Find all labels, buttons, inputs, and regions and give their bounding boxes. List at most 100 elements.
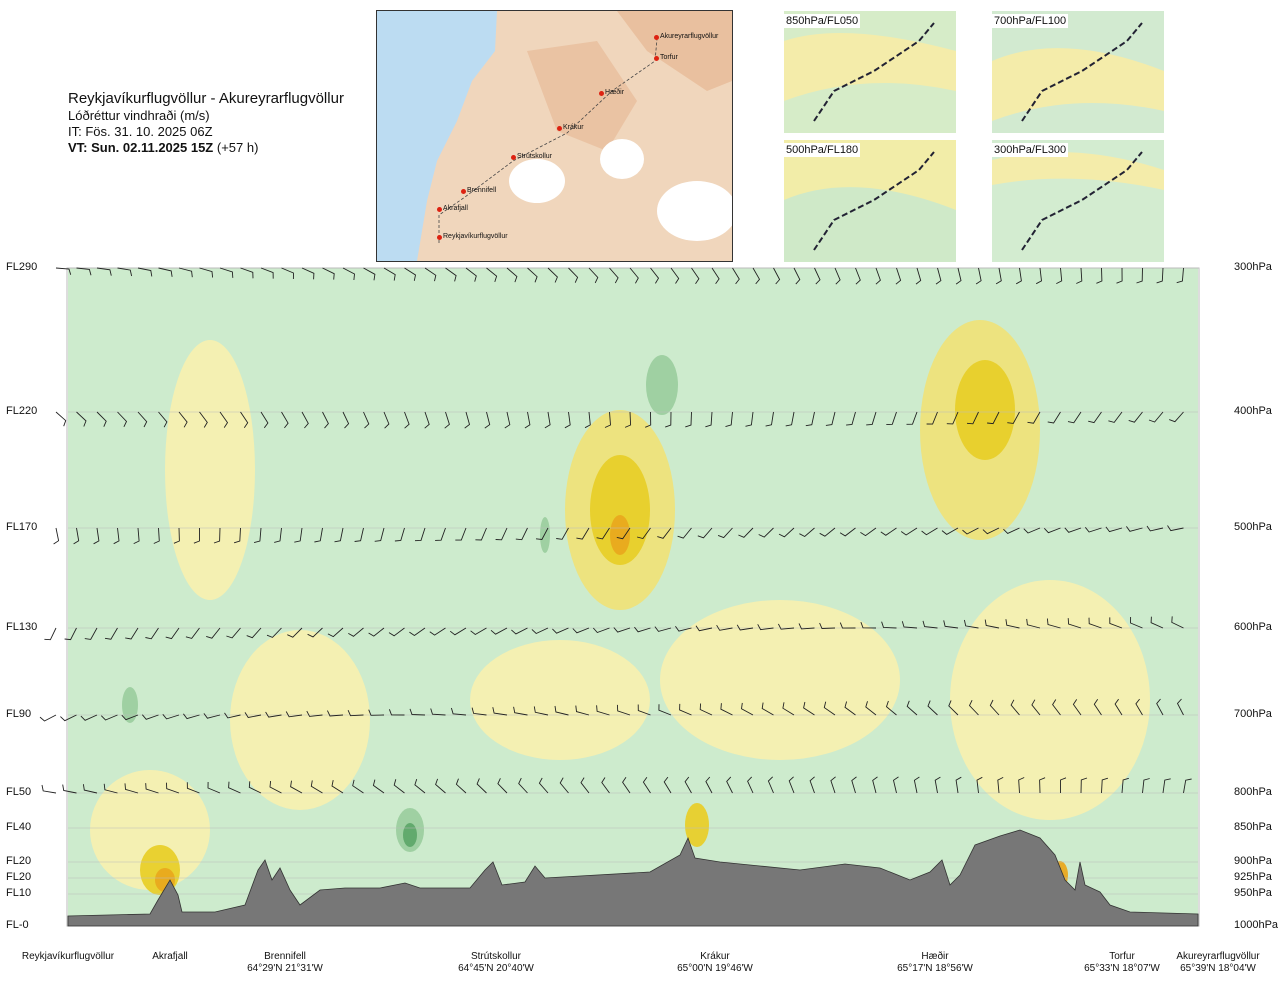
wind-barb [943, 620, 959, 629]
wind-barb [654, 626, 672, 632]
wind-barb [596, 705, 610, 716]
minimap-500-graphic [784, 140, 956, 262]
wind-barb [1007, 411, 1020, 424]
flight-level-label: FL90 [6, 708, 32, 720]
route-point-label: Akureyrarflugvöllur 65°39'N 18°04'W [1158, 951, 1278, 975]
wind-barb [39, 714, 57, 722]
wind-barb [253, 527, 262, 544]
wind-barb [657, 527, 672, 539]
wind-barb [535, 527, 549, 540]
wind-barb [260, 411, 269, 429]
wind-cell-0 [165, 340, 255, 600]
chart-subtitle: Lóðréttur vindhraði (m/s) [68, 108, 210, 123]
wind-barb [637, 704, 651, 716]
wind-barb [1128, 411, 1143, 423]
wind-barb [506, 267, 518, 283]
wind-barb [80, 714, 98, 721]
wind-cell-16 [646, 355, 678, 415]
route-point-label: Akrafjall [110, 951, 230, 963]
wind-barb [773, 267, 781, 285]
wind-barb [922, 620, 938, 629]
pressure-level-label: 300hPa [1234, 261, 1272, 273]
wind-barb [793, 267, 801, 285]
wind-barb [404, 411, 410, 429]
wind-barb [62, 784, 77, 794]
chart-title: Reykjavíkurflugvöllur - Akureyrarflugvöl… [68, 90, 344, 107]
wind-barb [383, 267, 396, 281]
wind-barb [449, 627, 467, 636]
wind-barb [613, 627, 631, 633]
wind-barb [475, 527, 487, 541]
minimap-850[interactable]: 850hPa/FL050 [784, 11, 956, 133]
wind-barb [173, 527, 180, 544]
route-point-coord: 65°39'N 18°04'W [1180, 963, 1256, 974]
wind-barb [1108, 411, 1123, 423]
flight-level-label: FL50 [6, 786, 32, 798]
wind-barb [240, 267, 254, 279]
wind-cell-15 [403, 823, 417, 847]
route-map-point-label: Akrafjall [443, 205, 468, 212]
wind-barb [246, 627, 262, 639]
wind-barb [934, 776, 941, 794]
wind-barb [219, 411, 229, 428]
wind-barb [814, 267, 821, 285]
wind-barb [1093, 699, 1102, 716]
wind-barb [224, 712, 241, 719]
wind-barb [1060, 777, 1067, 793]
wind-barb [819, 622, 836, 629]
wind-barb [846, 411, 856, 426]
wind-barbs [39, 267, 1192, 794]
route-map-point-label: Reykjavíkurflugvöllur [443, 233, 508, 240]
wind-cell-10 [950, 580, 1150, 820]
minimap-500[interactable]: 500hPa/FL180 [784, 140, 956, 262]
wind-barb [1135, 698, 1143, 716]
route-map-point-marker [654, 56, 659, 61]
wind-barb [504, 411, 511, 429]
wind-cell-1 [230, 630, 370, 810]
wind-barb [955, 776, 962, 794]
route-point-coord: 65°17'N 18°56'W [897, 963, 973, 974]
wind-barb [269, 780, 282, 794]
wind-barb [158, 411, 168, 428]
route-map-point-label: Akureyrarflugvöllur [660, 33, 719, 40]
wind-barb [497, 778, 508, 794]
wind-barb [1146, 525, 1164, 532]
wind-barb [393, 779, 405, 794]
wind-barb [717, 527, 733, 539]
wind-barb [580, 777, 590, 794]
wind-barb [166, 782, 180, 794]
route-point-label: Reykjavíkurflugvöllur [8, 951, 128, 963]
wind-barb [1047, 411, 1061, 424]
wind-barb [955, 267, 962, 285]
wind-barb [757, 624, 774, 631]
wind-barb [281, 267, 294, 280]
wind-barb [213, 527, 221, 544]
wind-barb [880, 527, 897, 536]
minimap-300[interactable]: 300hPa/FL300 [992, 140, 1164, 262]
route-map-point-marker [437, 235, 442, 240]
minimap-700[interactable]: 700hPa/FL100 [992, 11, 1164, 133]
route-point-name: Brennifell [264, 951, 306, 962]
wind-barb [1026, 618, 1041, 629]
wind-barb [301, 411, 309, 429]
flight-level-label: FL10 [6, 887, 32, 899]
wind-barb [839, 622, 856, 629]
wind-barb [96, 411, 107, 427]
wind-barb [435, 778, 446, 794]
flight-level-label: FL20 [6, 871, 32, 883]
wind-barb [752, 267, 761, 285]
wind-barb [435, 527, 446, 541]
pressure-level-label: 400hPa [1234, 405, 1272, 417]
wind-barb [1156, 267, 1164, 284]
wind-barb [1130, 616, 1143, 629]
wind-barb [117, 411, 128, 427]
wind-barb [470, 627, 487, 636]
wind-barb [307, 627, 323, 638]
wind-barb [604, 411, 611, 428]
route-point-name: Strútskollur [470, 951, 521, 962]
route-point-label: Krákur 65°00'N 19°46'W [655, 951, 775, 975]
minimap-300-graphic [992, 140, 1164, 262]
wind-barb [383, 411, 390, 429]
wind-barb [568, 267, 579, 283]
